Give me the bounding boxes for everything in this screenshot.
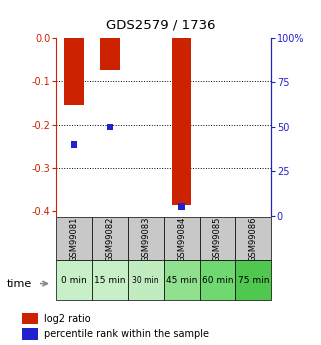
Bar <box>128 260 164 300</box>
Bar <box>22 313 38 324</box>
Bar <box>178 204 185 210</box>
Text: GSM99084: GSM99084 <box>177 216 186 262</box>
Bar <box>71 141 77 148</box>
Text: time: time <box>6 279 32 288</box>
Bar <box>128 217 164 260</box>
Text: GSM99082: GSM99082 <box>105 216 115 262</box>
Text: 0 min: 0 min <box>61 276 87 285</box>
Text: log2 ratio: log2 ratio <box>44 314 91 324</box>
Bar <box>64 38 84 105</box>
Bar <box>235 217 271 260</box>
Bar <box>100 38 120 70</box>
Bar <box>107 124 113 130</box>
Bar <box>172 38 192 205</box>
Text: 60 min: 60 min <box>202 276 233 285</box>
Bar <box>92 260 128 300</box>
Text: 45 min: 45 min <box>166 276 197 285</box>
Bar <box>92 217 128 260</box>
Text: GSM99081: GSM99081 <box>70 216 79 262</box>
Bar <box>22 328 38 340</box>
Bar <box>164 217 200 260</box>
Bar <box>164 260 200 300</box>
Text: 75 min: 75 min <box>238 276 269 285</box>
Text: GSM99085: GSM99085 <box>213 216 222 262</box>
Bar <box>200 217 235 260</box>
Bar <box>235 260 271 300</box>
Text: 15 min: 15 min <box>94 276 126 285</box>
Bar <box>200 260 235 300</box>
Bar <box>56 260 92 300</box>
Text: percentile rank within the sample: percentile rank within the sample <box>44 329 209 339</box>
Text: GSM99083: GSM99083 <box>141 216 150 262</box>
Text: GSM99086: GSM99086 <box>249 216 258 262</box>
Bar <box>56 217 92 260</box>
Text: 30 min: 30 min <box>133 276 159 285</box>
Text: GDS2579 / 1736: GDS2579 / 1736 <box>106 19 215 32</box>
